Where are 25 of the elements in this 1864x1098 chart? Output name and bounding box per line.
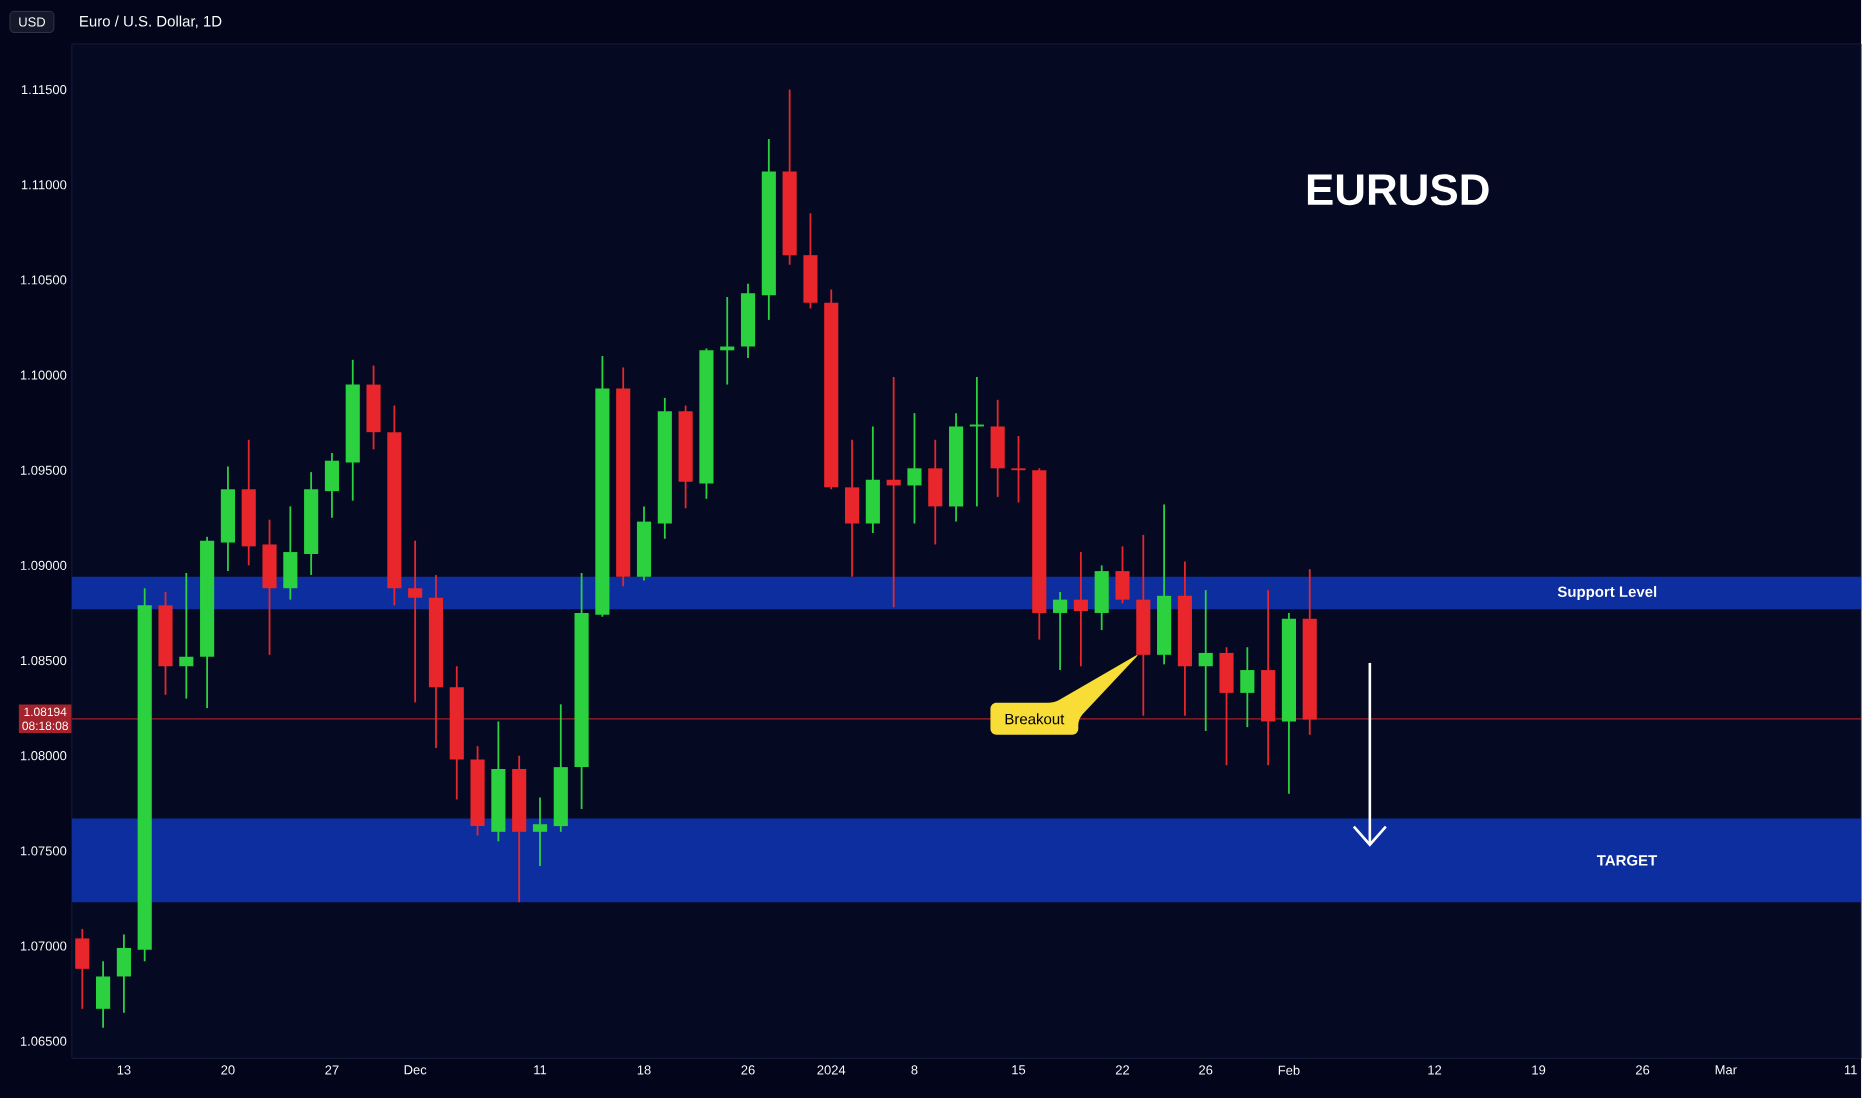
candlestick xyxy=(1094,564,1109,631)
candlestick xyxy=(75,927,90,1010)
candlestick xyxy=(1219,646,1234,766)
candlestick xyxy=(907,412,922,525)
candlestick xyxy=(1115,545,1130,605)
candlestick xyxy=(262,518,277,656)
candlestick xyxy=(532,796,548,867)
candlestick xyxy=(990,398,1005,498)
candlestick xyxy=(366,364,381,451)
candlestick xyxy=(1240,646,1255,728)
candlestick xyxy=(179,571,194,700)
candlestick xyxy=(1198,589,1213,732)
candlestick xyxy=(928,438,943,546)
candlestick xyxy=(96,960,111,1029)
text: EURUSD xyxy=(1307,174,1489,206)
candlestick xyxy=(408,539,423,704)
candlestick xyxy=(1073,551,1088,668)
candlestick xyxy=(844,438,860,578)
candlestick xyxy=(1053,591,1068,671)
candlestick xyxy=(116,933,131,1014)
candlestick xyxy=(324,452,340,519)
candlestick xyxy=(283,505,298,601)
candlestick xyxy=(865,425,880,534)
candlestick xyxy=(1011,434,1026,504)
candlestick xyxy=(803,212,818,310)
